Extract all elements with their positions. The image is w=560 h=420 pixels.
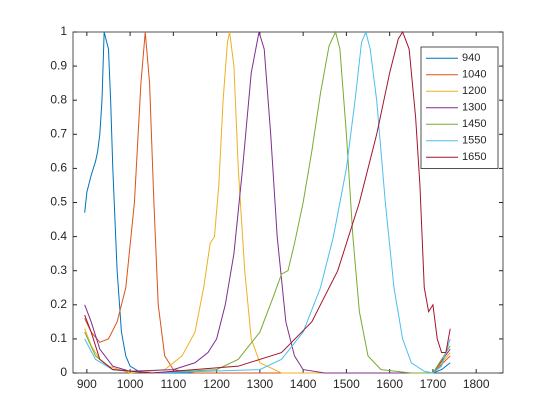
x-tick-label: 900: [77, 377, 97, 391]
x-tick-label: 1300: [247, 377, 274, 391]
legend-label: 1550: [462, 135, 486, 147]
series-line: [84, 30, 451, 374]
y-tick-label: 0.5: [50, 195, 67, 209]
y-tick-label: 0: [60, 365, 67, 379]
y-tick-label: 0.1: [50, 331, 67, 345]
x-tick-label: 1100: [160, 377, 186, 391]
y-tick-label: 0.4: [50, 229, 67, 243]
y-tick-label: 0.8: [50, 92, 67, 106]
series-line: [84, 30, 451, 374]
legend: 940 1040 1200 1300 1450 1550 1650: [420, 46, 499, 169]
x-tick-label: 1700: [420, 377, 447, 391]
x-tick-label: 1800: [463, 377, 490, 391]
x-tick-label: 1500: [333, 377, 360, 391]
legend-label: 1200: [462, 85, 486, 97]
legend-label: 1040: [462, 69, 486, 81]
x-tick-label: 1200: [203, 377, 230, 391]
y-tick-label: 0.7: [50, 126, 67, 140]
legend-label: 940: [462, 52, 480, 64]
y-tick-label: 0.9: [50, 58, 67, 72]
y-tick-label: 0.2: [50, 297, 67, 311]
legend-label: 1300: [462, 102, 486, 114]
y-tick-label: 1: [60, 24, 67, 38]
legend-label: 1650: [462, 151, 486, 163]
x-tick-label: 1400: [290, 377, 317, 391]
series-line: [84, 31, 451, 374]
y-tick-label: 0.3: [50, 263, 67, 277]
x-tick-label: 1000: [117, 377, 144, 391]
legend-label: 1450: [462, 118, 486, 130]
y-tick-label: 0.6: [50, 161, 67, 175]
x-tick-label: 1600: [376, 377, 403, 391]
series-line: [84, 30, 451, 374]
